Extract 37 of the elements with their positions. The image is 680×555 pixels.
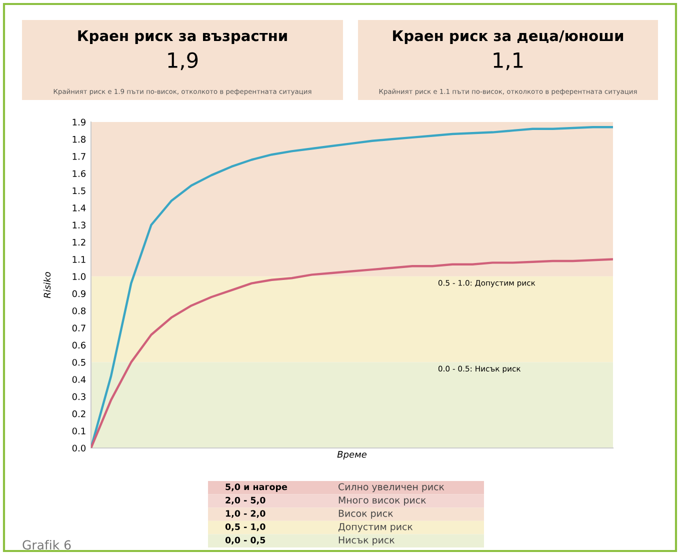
text: 0,5 - 1,0 [225, 523, 266, 532]
y-tick-label: 0.5 [72, 358, 86, 366]
text: Краен риск за възрастни [78, 30, 287, 44]
y-tick-label: 1.1 [72, 256, 86, 263]
y-tick-label: 0.4 [72, 376, 86, 383]
text: Силно увеличен риск [338, 483, 444, 492]
y-tick-label: 1.8 [72, 136, 86, 143]
text: 2,0 - 5,0 [226, 496, 266, 505]
text: 1,0 - 2,0 [226, 510, 266, 518]
y-tick-label: 1.6 [72, 170, 86, 178]
text: Нисък риск [338, 536, 395, 546]
y-tick-label: 1.0 [72, 273, 86, 280]
y-axis-title: Risiko [44, 272, 51, 298]
text: 5,0 и нагоре [226, 484, 288, 492]
x-axis-title: Време [337, 451, 367, 460]
y-tick-label: 0.7 [72, 324, 86, 332]
text: Допустим риск [338, 523, 413, 532]
y-tick-label: 0.9 [72, 290, 86, 298]
y-tick-label: 1.2 [72, 238, 86, 246]
text: 0,0 - 0,5 [225, 536, 266, 544]
text: Grafik 6 [22, 540, 71, 550]
y-tick-label: 0.6 [72, 342, 86, 349]
y-tick-label: 0.3 [72, 393, 86, 400]
y-tick-label: 1.9 [72, 118, 86, 126]
y-tick-label: 1.7 [72, 153, 86, 160]
text: Висок риск [338, 510, 394, 519]
y-tick-label: 0.2 [72, 410, 86, 418]
text: Краен риск за деца/юноши [393, 30, 624, 44]
text: Много висок риск [338, 496, 426, 506]
y-tick-label: 1.3 [72, 222, 86, 229]
y-tick-label: 0.8 [72, 307, 86, 314]
text: 1,9 [168, 52, 198, 70]
y-tick-label: 1.4 [72, 204, 86, 212]
y-tick-label: 0.1 [72, 428, 86, 434]
y-tick-label: 0.0 [72, 444, 86, 452]
text: 1,1 [494, 52, 523, 70]
y-tick-label: 1.5 [72, 187, 86, 194]
